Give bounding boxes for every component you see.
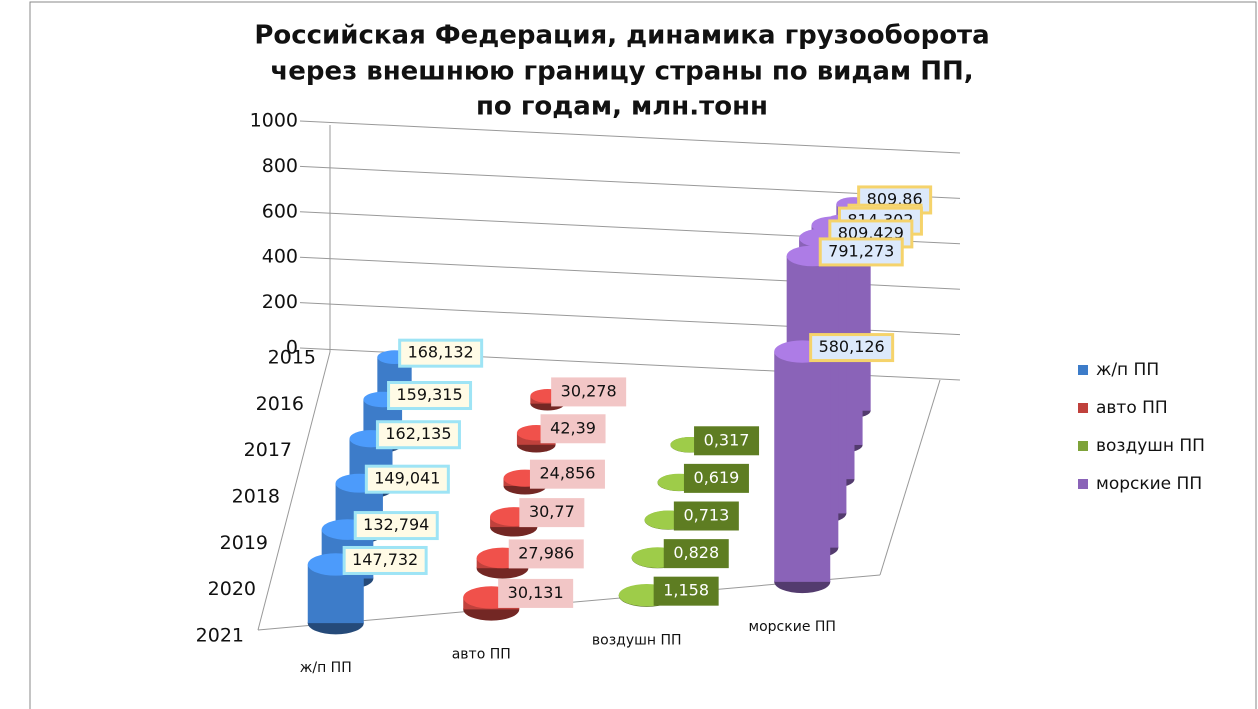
data-label-box: [342, 545, 428, 575]
plot: 0 200 400 600 800 1000 2015 2016 2017 2018 2019 202…: [196, 110, 1205, 677]
data-label: 791,273: [828, 241, 894, 260]
legend-label: авто ПП: [1096, 398, 1168, 418]
y-tick-label: 400: [262, 246, 298, 268]
data-label-box: [364, 464, 450, 494]
data-label: 168,132: [408, 343, 474, 362]
cylinder-body: [774, 351, 831, 582]
data-label-box: [663, 539, 729, 569]
data-label: 24,856: [539, 464, 595, 483]
data-label-box: [694, 426, 760, 456]
legend-label: ж/п ПП: [1096, 360, 1159, 380]
data-label-box: [508, 539, 584, 569]
x-tick-label: воздушн ПП: [592, 633, 682, 649]
y-tick-label: 800: [262, 155, 298, 177]
data-label: 0,828: [673, 543, 719, 562]
legend-label: морские ПП: [1096, 474, 1202, 494]
data-label-box: [551, 377, 627, 407]
x-tick-label: морские ПП: [749, 619, 836, 635]
year-label: 2019: [220, 532, 268, 554]
grid-line: [299, 165, 961, 199]
chart-title: по годам, млн.тонн: [476, 92, 768, 122]
chart-title: через внешнюю границу страны по видам ПП…: [270, 57, 973, 87]
year-label: 2016: [256, 393, 304, 415]
data-label: 0,619: [694, 468, 740, 487]
data-label: 30,278: [561, 381, 617, 400]
data-label: 30,77: [529, 502, 575, 521]
year-label: 2020: [208, 578, 256, 600]
x-tick-label: авто ПП: [452, 646, 511, 662]
data-label: 27,986: [518, 543, 574, 562]
data-label: 132,794: [363, 515, 429, 534]
data-label-box: [673, 501, 739, 531]
data-label-box: [498, 578, 574, 608]
data-label: 159,315: [396, 385, 462, 404]
data-label-box: [375, 420, 461, 450]
data-label-box: [353, 511, 439, 541]
legend-label: воздушн ПП: [1096, 436, 1205, 456]
data-label: 580,126: [819, 337, 885, 356]
data-label: 0,713: [683, 506, 729, 525]
x-tick-label: ж/п ПП: [300, 660, 352, 676]
data-label-box: [398, 338, 484, 368]
data-label-box: [683, 463, 749, 493]
data-label-box: [818, 237, 904, 267]
data-label: 0,317: [704, 430, 750, 449]
y-tick-label: 600: [262, 200, 298, 222]
year-label: 2017: [244, 439, 292, 461]
data-label-box: [387, 381, 473, 411]
data-label: 162,135: [385, 424, 451, 443]
y-tick-label: 1000: [250, 110, 298, 132]
legend-swatch: [1078, 441, 1088, 451]
chart-title: Российская Федерация, динамика грузообор…: [254, 21, 989, 51]
data-label: 1,158: [663, 581, 709, 600]
data-label: 42,39: [550, 418, 596, 437]
grid-line: [299, 120, 961, 154]
axis-line: [879, 379, 941, 576]
year-label: 2015: [268, 347, 316, 369]
year-label: 2018: [232, 486, 280, 508]
data-label: 149,041: [374, 469, 440, 488]
legend-swatch: [1078, 365, 1088, 375]
data-label: 147,732: [352, 550, 418, 569]
y-tick-label: 0: [286, 337, 298, 359]
data-label: 30,131: [508, 583, 564, 602]
legend-swatch: [1078, 403, 1088, 413]
data-label-box: [519, 498, 585, 528]
data-label-box: [809, 333, 895, 363]
axis-line: [257, 351, 331, 631]
data-label-box: [529, 459, 605, 489]
legend-swatch: [1078, 479, 1088, 489]
cylinder: [774, 340, 831, 594]
data-label-box: [540, 414, 606, 444]
y-tick-label: 200: [262, 291, 298, 313]
data-label-box: [653, 576, 719, 606]
frame: [29, 1, 1257, 709]
year-label: 2021: [196, 625, 244, 647]
